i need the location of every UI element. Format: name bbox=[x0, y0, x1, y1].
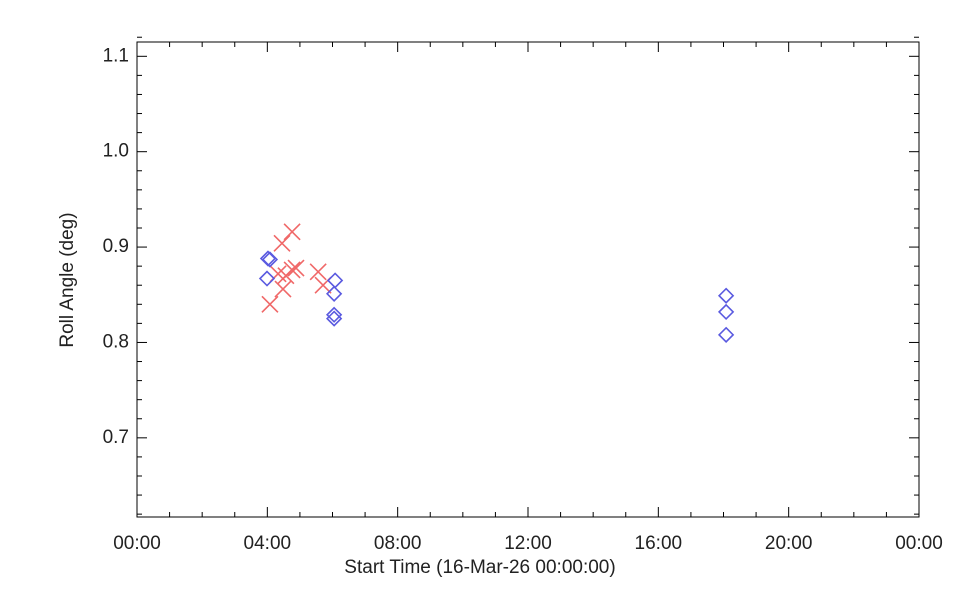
x-marker bbox=[261, 295, 279, 313]
x-tick-label: 04:00 bbox=[244, 533, 292, 554]
y-tick-label: 1.0 bbox=[103, 141, 129, 162]
x-tick-label: 12:00 bbox=[504, 533, 552, 554]
x-marker bbox=[273, 234, 291, 252]
x-tick-label: 20:00 bbox=[765, 533, 813, 554]
diamond-marker bbox=[717, 303, 735, 321]
x-marker bbox=[283, 223, 301, 241]
y-tick-label: 1.1 bbox=[103, 45, 129, 66]
diamond-marker bbox=[258, 270, 276, 287]
diamond-marker bbox=[325, 306, 343, 323]
y-tick-label: 0.7 bbox=[103, 427, 129, 448]
x-marker bbox=[274, 280, 292, 298]
y-axis-label: Roll Angle (deg) bbox=[57, 212, 78, 347]
y-tick-label: 0.9 bbox=[103, 236, 129, 257]
x-marker bbox=[309, 263, 327, 281]
diamond-marker bbox=[717, 287, 735, 304]
diamond-marker bbox=[326, 272, 344, 289]
x-axis-label: Start Time (16-Mar-26 00:00:00) bbox=[344, 557, 615, 578]
diamond-marker bbox=[325, 285, 343, 302]
x-tick-label: 00:00 bbox=[895, 533, 943, 554]
x-tick-label: 16:00 bbox=[635, 533, 683, 554]
x-marker bbox=[287, 259, 305, 277]
diamond-marker bbox=[717, 326, 735, 343]
plot-frame bbox=[136, 41, 920, 518]
x-tick-label: 08:00 bbox=[374, 533, 422, 554]
x-marker bbox=[283, 261, 301, 279]
diamond-marker bbox=[325, 310, 343, 327]
x-tick-label: 00:00 bbox=[113, 533, 161, 554]
diamond-marker bbox=[261, 251, 279, 268]
y-tick-label: 0.8 bbox=[103, 331, 129, 352]
